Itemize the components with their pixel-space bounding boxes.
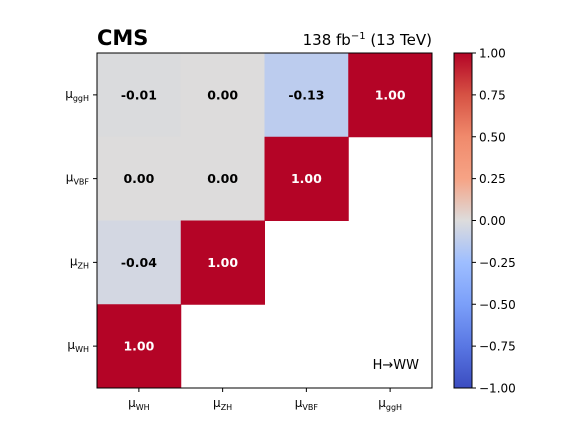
- luminosity-label: 138 fb−1 (13 TeV): [303, 31, 432, 49]
- y-tick-label: μggH: [65, 87, 89, 103]
- heatmap-cell: [97, 136, 182, 221]
- heatmap-cell: [97, 304, 182, 389]
- colorbar-tick-label: 1.00: [479, 47, 506, 61]
- heatmap-cell: [264, 136, 349, 221]
- colorbar-tick-label: 0.75: [479, 88, 506, 102]
- colorbar-tick-label: 0.50: [479, 130, 506, 144]
- channel-annotation: H→WW: [373, 358, 420, 373]
- x-tick-label: μZH: [213, 396, 232, 412]
- heatmap-cell-labels: -0.01 0.00 -0.13 1.00 0.00 0.00 1.00 -0.04 1.00 1…: [121, 87, 406, 353]
- heatmap-cell: [180, 53, 265, 138]
- colorbar-tick-label: 0.00: [479, 214, 506, 228]
- cell-value-label: -0.04: [121, 255, 157, 270]
- heatmap-cell: [97, 53, 182, 138]
- cell-value-label: -0.13: [288, 87, 324, 102]
- x-axis: μWH μZH μVBF μggH: [128, 388, 402, 412]
- y-tick-label: μWH: [67, 338, 89, 354]
- y-tick-label: μZH: [70, 254, 89, 270]
- colorbar-tick-label: −0.25: [479, 256, 516, 270]
- x-tick-label: μVBF: [295, 396, 319, 412]
- x-tick-label: μggH: [378, 396, 402, 412]
- colorbar-tick-label: −0.50: [479, 298, 516, 312]
- cell-value-label: 1.00: [207, 255, 238, 270]
- colorbar-axis: 1.00 0.75 0.50 0.25 0.00 −0.25 −0.50 −0.75 −1.00: [472, 47, 516, 396]
- cell-value-label: 0.00: [207, 87, 238, 102]
- heatmap-cell: [264, 53, 349, 138]
- colorbar: [454, 53, 472, 388]
- y-axis: μggH μVBF μZH μWH: [65, 87, 97, 354]
- heatmap-cell: [180, 220, 265, 305]
- colorbar-tick-label: −0.75: [479, 340, 516, 354]
- colorbar-tick-label: −1.00: [479, 382, 516, 396]
- cell-value-label: 0.00: [207, 171, 238, 186]
- heatmap-cell: [348, 53, 433, 138]
- heatmap-cell: [97, 220, 182, 305]
- cell-value-label: 0.00: [123, 171, 154, 186]
- plot-frame: [96, 52, 433, 389]
- experiment-label: CMS: [97, 26, 148, 50]
- y-tick-label: μVBF: [66, 171, 90, 187]
- heatmap-cells: [97, 53, 433, 389]
- heatmap-cell: [180, 136, 265, 221]
- cell-value-label: -0.01: [121, 87, 157, 102]
- cell-value-label: 1.00: [375, 87, 406, 102]
- colorbar-tick-label: 0.25: [479, 172, 506, 186]
- x-tick-label: μWH: [128, 396, 150, 412]
- cell-value-label: 1.00: [123, 339, 154, 354]
- cell-value-label: 1.00: [291, 171, 322, 186]
